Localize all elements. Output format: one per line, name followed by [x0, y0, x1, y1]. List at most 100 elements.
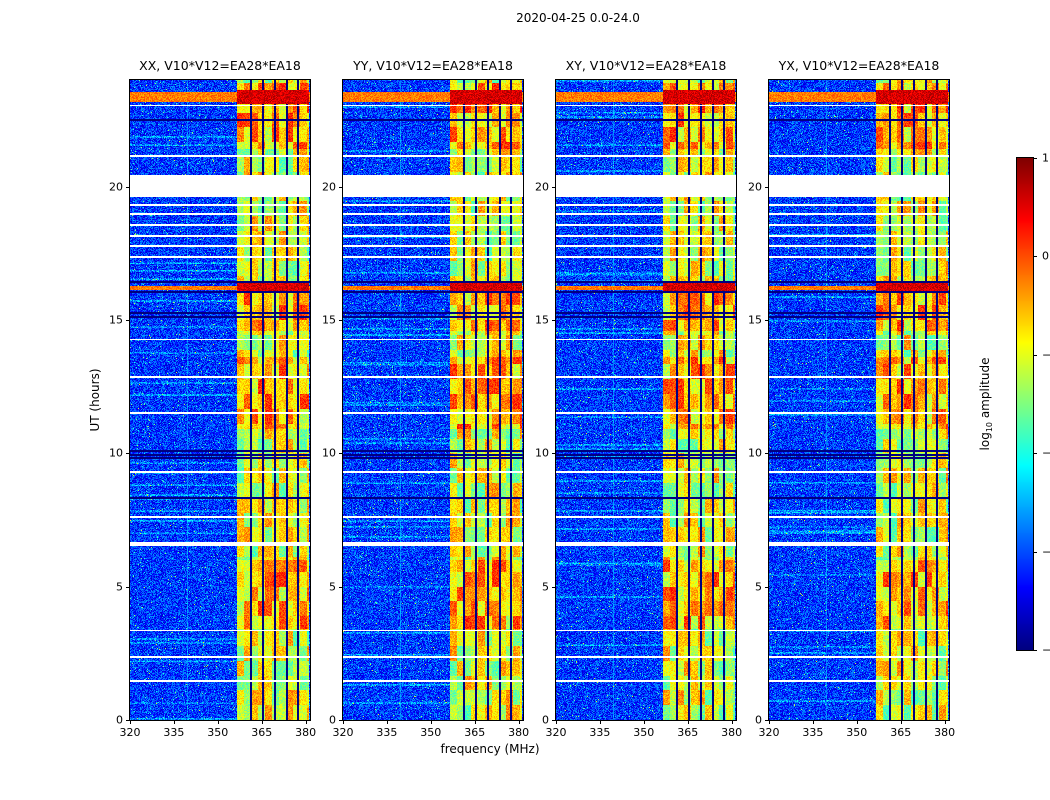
y-tick-mark	[552, 453, 556, 455]
y-tick-label: 10	[109, 446, 123, 460]
panel-yx: YX, V10*V12=EA28*EA18 320 335 350 365 380 0 5 1…	[748, 58, 955, 739]
x-tick-mark	[261, 720, 263, 724]
y-tick-label: 10	[535, 446, 549, 460]
colorbar-tick-mark	[1033, 650, 1037, 651]
x-tick-label: 380	[508, 726, 530, 739]
y-tick-label: 10	[748, 446, 762, 460]
x-tick-label: 365	[890, 726, 912, 739]
x-tick-label: 380	[721, 726, 743, 739]
x-axis-label: frequency (MHz)	[440, 742, 540, 756]
panel-xx: XX, V10*V12=EA28*EA18 320 335 350 365 380 0 5 1…	[109, 58, 316, 739]
y-tick-mark	[765, 186, 769, 188]
x-tick-mark	[731, 720, 733, 724]
y-tick-label: 20	[748, 180, 762, 194]
colorbar-tick-mark	[1033, 256, 1037, 258]
colorbar-tick-mark	[1033, 158, 1037, 159]
figure-title: 2020-04-25 0.0-24.0	[516, 11, 640, 25]
x-tick-mark	[217, 720, 219, 724]
y-tick-mark	[552, 186, 556, 188]
spectrogram-canvas-yy	[343, 80, 523, 720]
y-tick-label: 20	[535, 180, 549, 194]
x-tick-mark	[643, 720, 645, 724]
y-axis-label: UT (hours)	[88, 368, 102, 432]
y-tick-mark	[765, 453, 769, 455]
spectrogram-canvas-xx	[130, 80, 310, 720]
x-tick-mark	[812, 720, 814, 724]
x-tick-mark	[687, 720, 689, 724]
colorbar: log10 amplitude 10−1−2−3−4	[978, 152, 1050, 657]
panel-title-xx: XX, V10*V12=EA28*EA18	[139, 58, 301, 73]
y-tick-label: 5	[755, 580, 762, 594]
panel-yy: YY, V10*V12=EA28*EA18 320 335 350 365 380 0 5 1…	[322, 58, 529, 739]
y-tick-label: 15	[109, 313, 123, 327]
y-tick-label: 0	[116, 713, 123, 727]
x-tick-label: 365	[677, 726, 699, 739]
x-tick-mark	[343, 720, 344, 724]
y-tick-mark	[126, 586, 130, 588]
y-tick-label: 15	[322, 313, 336, 327]
colorbar-tick-label: 0	[1042, 249, 1049, 263]
colorbar-tick-mark	[1033, 551, 1037, 553]
colorbar-canvas	[1017, 158, 1033, 650]
spectrogram-canvas-xy	[556, 80, 736, 720]
x-tick-label: 320	[545, 726, 567, 739]
y-tick-mark	[552, 320, 556, 321]
x-tick-mark	[599, 720, 601, 724]
x-tick-label: 350	[420, 726, 442, 739]
x-tick-label: 335	[589, 726, 611, 739]
panel-title-yy: YY, V10*V12=EA28*EA18	[353, 58, 513, 73]
colorbar-tick-label: −2	[1042, 446, 1050, 460]
x-tick-label: 365	[251, 726, 273, 739]
panel-xy: XY, V10*V12=EA28*EA18 320 335 350 365 380 0 5 1…	[535, 58, 742, 739]
y-tick-mark	[765, 720, 769, 721]
y-tick-mark	[339, 186, 343, 188]
colorbar-tick-mark	[1033, 354, 1037, 356]
y-tick-mark	[126, 320, 130, 321]
colorbar-tick-label: −3	[1042, 545, 1050, 559]
x-tick-mark	[430, 720, 432, 724]
x-tick-mark	[856, 720, 858, 724]
y-tick-mark	[339, 720, 343, 721]
x-tick-mark	[556, 720, 557, 724]
panel-title-yx: YX, V10*V12=EA28*EA18	[778, 58, 940, 73]
y-tick-mark	[339, 453, 343, 455]
x-tick-mark	[900, 720, 902, 724]
y-tick-mark	[339, 320, 343, 321]
y-tick-label: 15	[748, 313, 762, 327]
x-tick-label: 320	[119, 726, 141, 739]
y-tick-label: 15	[535, 313, 549, 327]
colorbar-label: log10 amplitude	[978, 358, 994, 451]
x-tick-label: 380	[934, 726, 956, 739]
colorbar-tick-label: −4	[1042, 643, 1050, 657]
y-tick-mark	[126, 453, 130, 455]
x-tick-label: 350	[207, 726, 229, 739]
x-tick-label: 335	[163, 726, 185, 739]
x-tick-mark	[386, 720, 388, 724]
y-tick-label: 10	[322, 446, 336, 460]
y-tick-mark	[765, 586, 769, 588]
x-tick-label: 320	[758, 726, 780, 739]
x-tick-mark	[518, 720, 520, 724]
y-tick-label: 20	[109, 180, 123, 194]
y-tick-label: 5	[542, 580, 549, 594]
colorbar-tick-mark	[1033, 453, 1037, 455]
x-tick-label: 365	[464, 726, 486, 739]
colorbar-label-prefix: log	[977, 432, 992, 451]
x-tick-mark	[474, 720, 476, 724]
x-tick-label: 380	[295, 726, 317, 739]
x-tick-label: 335	[376, 726, 398, 739]
y-tick-mark	[339, 586, 343, 588]
y-tick-label: 5	[329, 580, 336, 594]
y-tick-mark	[126, 186, 130, 188]
x-tick-mark	[944, 720, 946, 724]
colorbar-label-suffix: amplitude	[977, 357, 992, 422]
y-tick-mark	[552, 720, 556, 721]
x-tick-mark	[769, 720, 770, 724]
x-tick-mark	[173, 720, 175, 724]
colorbar-tick-label: 1	[1042, 151, 1049, 165]
x-tick-label: 335	[802, 726, 824, 739]
x-tick-mark	[130, 720, 131, 724]
x-tick-label: 350	[846, 726, 868, 739]
x-tick-label: 320	[332, 726, 354, 739]
